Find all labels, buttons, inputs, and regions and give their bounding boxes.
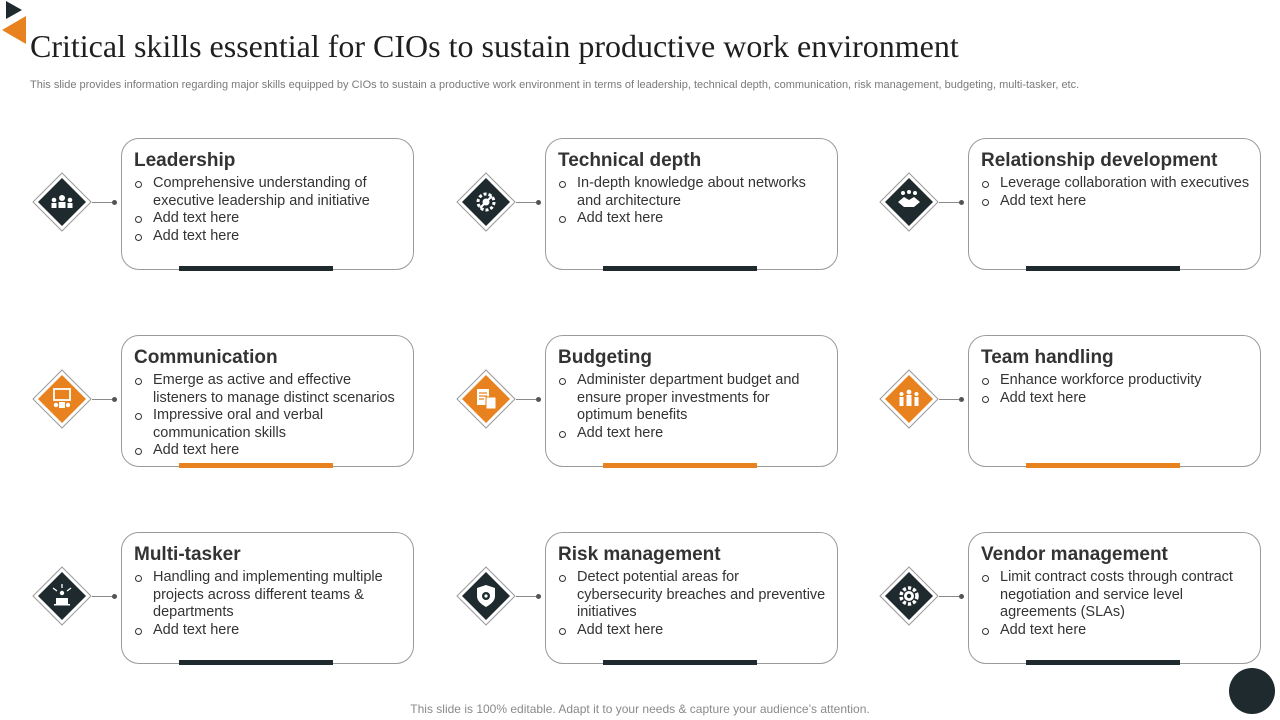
card-accent-bar xyxy=(1026,463,1180,468)
connector-line xyxy=(92,202,117,203)
skill-bullet: Enhance workforce productivity xyxy=(981,372,1251,390)
card-accent-bar xyxy=(179,660,333,665)
connector-line xyxy=(939,202,964,203)
next-slide-button[interactable] xyxy=(1229,668,1275,714)
skill-bullet: Add text here xyxy=(134,210,404,228)
card-accent-bar xyxy=(1026,660,1180,665)
team-group-icon xyxy=(879,369,939,429)
card-accent-bar xyxy=(179,266,333,271)
skill-bullet: Add text here xyxy=(134,622,404,640)
skill-bullet: Add text here xyxy=(134,442,404,460)
skill-card-title: Relationship development xyxy=(981,150,1218,171)
skill-bullet: Administer department budget and ensure … xyxy=(558,372,828,425)
skill-bullet: Add text here xyxy=(558,622,828,640)
skill-card-title: Vendor management xyxy=(981,544,1168,565)
skill-bullet-list: Comprehensive understanding of executive… xyxy=(134,175,404,245)
skill-bullet-list: Handling and implementing multiple proje… xyxy=(134,569,404,639)
skill-bullet: Emerge as active and effective listeners… xyxy=(134,372,404,407)
connector-line xyxy=(516,399,541,400)
connector-line xyxy=(92,596,117,597)
skill-card: Team handling Enhance workforce productiv… xyxy=(968,335,1261,468)
skill-card: Technical depth In-depth knowledge about … xyxy=(545,138,838,271)
skill-bullet: Add text here xyxy=(134,228,404,246)
skill-bullet: Handling and implementing multiple proje… xyxy=(134,569,404,622)
shield-gear-icon xyxy=(456,566,516,626)
skill-card-title: Communication xyxy=(134,347,278,368)
skill-card-title: Risk management xyxy=(558,544,721,565)
skill-bullet-list: Administer department budget and ensure … xyxy=(558,372,828,442)
connector-line xyxy=(516,596,541,597)
connector-dot xyxy=(112,594,117,599)
connector-dot xyxy=(959,200,964,205)
skill-card-title: Technical depth xyxy=(558,150,702,171)
page-title: Critical skills essential for CIOs to su… xyxy=(30,28,959,64)
skill-bullet: Add text here xyxy=(981,622,1251,640)
card-accent-bar xyxy=(603,463,757,468)
skill-card: Vendor management Limit contract costs th… xyxy=(968,532,1261,665)
skill-card: Risk management Detect potential areas fo… xyxy=(545,532,838,665)
team-leader-icon xyxy=(32,172,92,232)
connector-dot xyxy=(959,397,964,402)
skill-bullet-list: Detect potential areas for cybersecurity… xyxy=(558,569,828,639)
skill-bullet: Add text here xyxy=(981,193,1251,211)
skill-bullet-list: Emerge as active and effective listeners… xyxy=(134,372,404,460)
skill-bullet: Detect potential areas for cybersecurity… xyxy=(558,569,828,622)
skill-bullet: Impressive oral and verbal communication… xyxy=(134,407,404,442)
skill-bullet-list: In-depth knowledge about networks and ar… xyxy=(558,175,828,228)
skill-card: Communication Emerge as active and effect… xyxy=(121,335,414,468)
connector-line xyxy=(92,399,117,400)
skill-card: Relationship development Leverage collabo… xyxy=(968,138,1261,271)
skill-bullet-list: Limit contract costs through contract ne… xyxy=(981,569,1251,639)
skill-bullet: In-depth knowledge about networks and ar… xyxy=(558,175,828,210)
card-accent-bar xyxy=(1026,266,1180,271)
skill-bullet: Leverage collaboration with executives xyxy=(981,175,1251,193)
multitask-laptop-icon xyxy=(32,566,92,626)
skill-bullet: Add text here xyxy=(558,210,828,228)
page-subtitle: This slide provides information regardin… xyxy=(30,79,1080,91)
connector-dot xyxy=(536,397,541,402)
connector-dot xyxy=(112,397,117,402)
card-accent-bar xyxy=(179,463,333,468)
presentation-icon xyxy=(32,369,92,429)
connector-line xyxy=(939,596,964,597)
skill-card-title: Multi-tasker xyxy=(134,544,241,565)
connector-dot xyxy=(536,594,541,599)
skill-card-title: Budgeting xyxy=(558,347,652,368)
footer-note: This slide is 100% editable. Adapt it to… xyxy=(410,702,870,716)
skill-bullet: Add text here xyxy=(558,425,828,443)
connector-dot xyxy=(536,200,541,205)
skill-bullet-list: Enhance workforce productivity Add text h… xyxy=(981,372,1251,407)
connector-line xyxy=(939,399,964,400)
settings-gear-icon xyxy=(879,566,939,626)
skill-bullet: Limit contract costs through contract ne… xyxy=(981,569,1251,622)
skill-card-title: Leadership xyxy=(134,150,236,171)
connector-line xyxy=(516,202,541,203)
skill-bullet: Comprehensive understanding of executive… xyxy=(134,175,404,210)
gear-tools-icon xyxy=(456,172,516,232)
skill-card: Budgeting Administer department budget an… xyxy=(545,335,838,468)
skill-card-title: Team handling xyxy=(981,347,1114,368)
card-accent-bar xyxy=(603,266,757,271)
skill-card: Leadership Comprehensive understanding of… xyxy=(121,138,414,271)
brand-logo-icon xyxy=(2,1,26,44)
card-accent-bar xyxy=(603,660,757,665)
connector-dot xyxy=(959,594,964,599)
skill-card: Multi-tasker Handling and implementing mu… xyxy=(121,532,414,665)
connector-dot xyxy=(112,200,117,205)
skill-bullet: Add text here xyxy=(981,390,1251,408)
calculator-document-icon xyxy=(456,369,516,429)
handshake-icon xyxy=(879,172,939,232)
skill-bullet-list: Leverage collaboration with executives Ad… xyxy=(981,175,1251,210)
